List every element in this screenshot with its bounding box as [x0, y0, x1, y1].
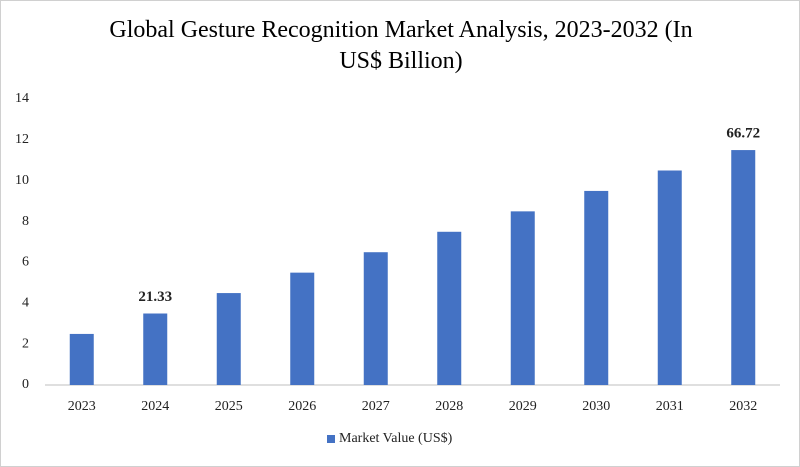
bar: [437, 231, 462, 385]
y-tick-label: 10: [15, 173, 29, 188]
x-tick-label: 2024: [141, 399, 169, 414]
y-tick-label: 6: [22, 255, 29, 270]
bar: [363, 252, 388, 385]
x-tick-label: 2026: [288, 399, 316, 414]
annotation: 21.33: [138, 289, 172, 305]
bar: [584, 190, 609, 385]
y-tick-label: 2: [22, 336, 29, 351]
x-tick-label: 2030: [582, 399, 610, 414]
bar: [69, 333, 94, 385]
annotation: 66.72: [726, 126, 760, 142]
bar: [216, 293, 241, 385]
bar: [143, 313, 168, 385]
bar: [731, 150, 756, 385]
legend-label: Market Value (US$): [339, 431, 453, 446]
bar: [657, 170, 682, 385]
x-tick-label: 2023: [68, 399, 96, 414]
y-tick-label: 12: [15, 132, 29, 147]
y-tick-label: 8: [22, 214, 29, 229]
x-tick-label: 2028: [435, 399, 463, 414]
legend-swatch: [327, 435, 335, 443]
x-tick-label: 2025: [215, 399, 243, 414]
bar: [290, 272, 315, 385]
x-tick-label: 2031: [656, 399, 684, 414]
x-tick-label: 2032: [729, 399, 757, 414]
y-tick-label: 14: [15, 91, 29, 106]
x-tick-label: 2029: [509, 399, 537, 414]
chart-title: Global Gesture Recognition Market Analys…: [109, 17, 693, 74]
y-tick-label: 4: [22, 296, 29, 311]
y-tick-label: 0: [22, 377, 29, 392]
bar: [510, 211, 535, 385]
x-tick-label: 2027: [362, 399, 390, 414]
